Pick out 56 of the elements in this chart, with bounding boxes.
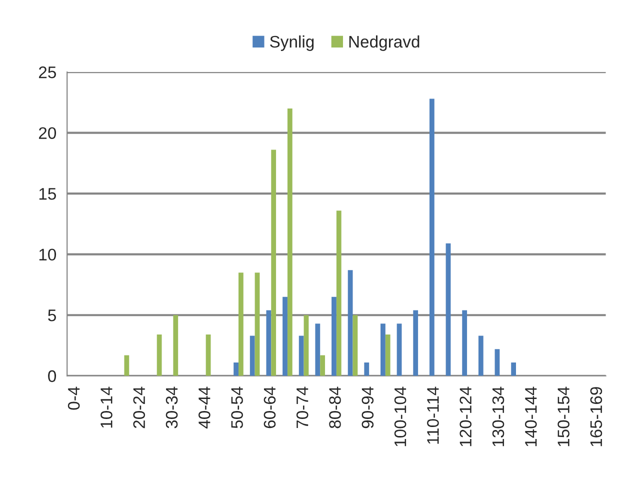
x-tick-label: 0-4 [68, 386, 80, 410]
x-tick-label: 80-84 [329, 386, 341, 428]
bar [298, 336, 304, 376]
bar [282, 296, 288, 376]
bar [266, 310, 272, 376]
x-tick-label: 60-64 [264, 386, 276, 428]
bar [494, 349, 500, 376]
legend-label: Nedgravd [349, 35, 420, 51]
x-tick-label: 140-144 [524, 386, 537, 446]
bar [332, 296, 336, 376]
y-tick-label: 25 [38, 66, 56, 78]
bar [380, 324, 386, 376]
bar [385, 334, 390, 376]
bar [254, 272, 260, 376]
bar [511, 362, 516, 376]
bar [287, 108, 292, 376]
x-tick-label: 130-134 [492, 386, 504, 446]
bar [234, 362, 238, 376]
x-tick-label: 30-34 [166, 386, 178, 428]
bar [320, 355, 326, 376]
y-tick-label: 10 [39, 248, 56, 261]
bar [238, 272, 244, 376]
x-tick-label: 165-169 [590, 387, 602, 446]
bar [304, 315, 309, 376]
x-tick-label: 70-74 [296, 386, 308, 428]
bar [173, 315, 178, 376]
y-tick-label: 15 [39, 188, 56, 200]
bar [446, 243, 451, 376]
bar [271, 150, 276, 376]
bar [250, 336, 255, 376]
bar [429, 98, 434, 376]
bar [315, 324, 320, 376]
x-tick-label: 50-54 [231, 386, 243, 428]
x-tick-label: 120-124 [460, 386, 472, 446]
x-tick-label: 100-104 [394, 386, 406, 446]
bar [206, 334, 211, 376]
bar [156, 334, 162, 376]
y-tick-label: 5 [48, 310, 56, 322]
x-tick-label: 10-14 [100, 386, 112, 428]
bar [348, 270, 353, 376]
y-tick-label: 20 [38, 127, 56, 139]
bar [396, 324, 402, 376]
y-tick-label: 0 [48, 370, 56, 382]
bar [462, 310, 468, 376]
x-tick-label: 20-24 [133, 386, 146, 428]
x-tick-label: 40-44 [198, 386, 210, 429]
legend-label: Synlig [270, 35, 314, 51]
bar [478, 336, 484, 376]
bar [124, 355, 130, 376]
bar [364, 362, 370, 376]
x-tick-label: 110-114 [427, 386, 439, 444]
bar [336, 210, 342, 376]
x-tick-label: 150-154 [558, 386, 570, 446]
x-tick-label: 90-94 [362, 386, 374, 428]
bar [413, 310, 418, 376]
bar [352, 315, 358, 376]
